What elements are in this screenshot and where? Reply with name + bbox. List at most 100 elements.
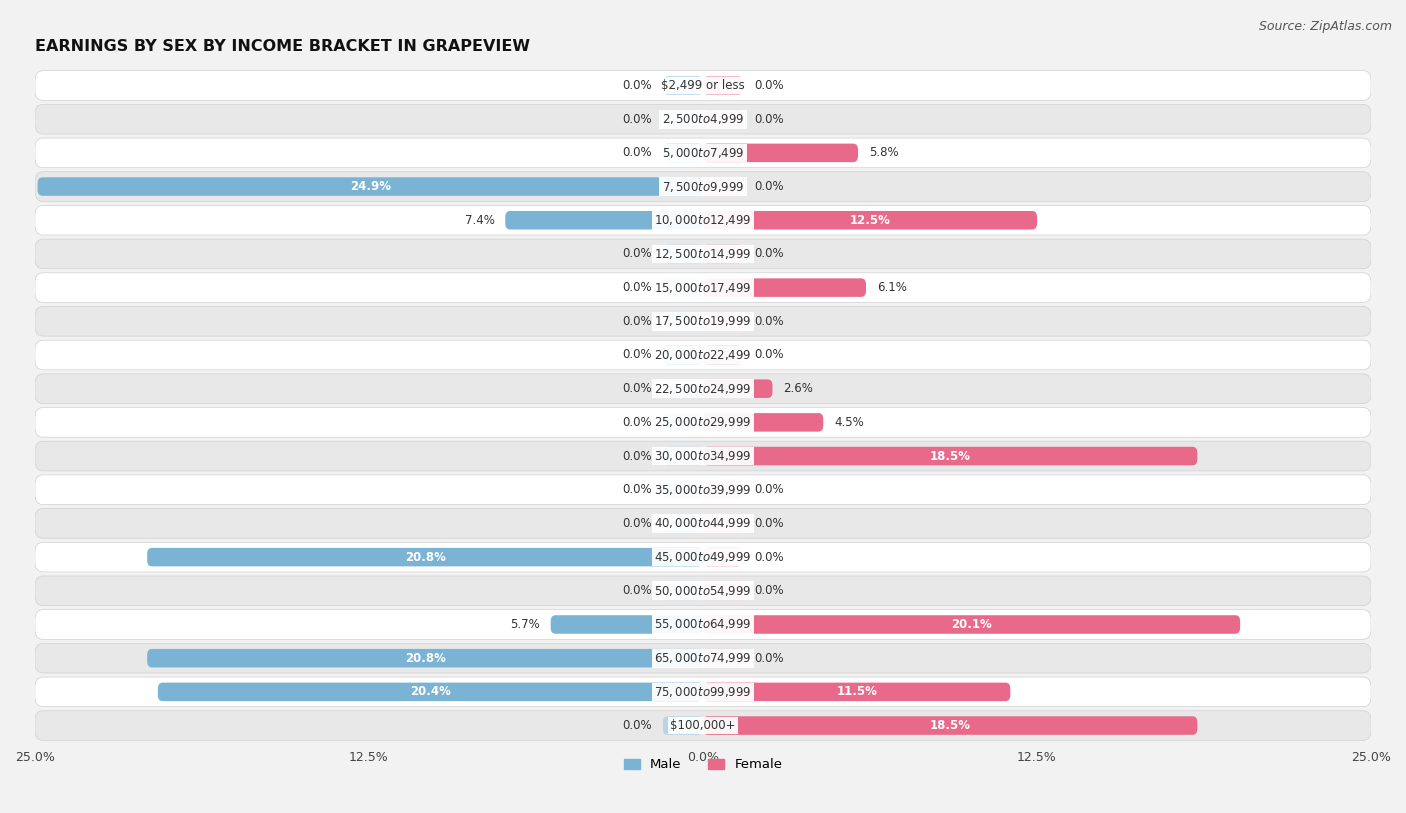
Text: $100,000+: $100,000+ (671, 719, 735, 732)
FancyBboxPatch shape (35, 407, 1371, 437)
FancyBboxPatch shape (703, 346, 744, 364)
FancyBboxPatch shape (662, 245, 703, 263)
Text: 0.0%: 0.0% (623, 416, 652, 429)
Text: $12,500 to $14,999: $12,500 to $14,999 (654, 247, 752, 261)
Text: 0.0%: 0.0% (623, 349, 652, 362)
FancyBboxPatch shape (35, 273, 1371, 302)
Text: 11.5%: 11.5% (837, 685, 877, 698)
FancyBboxPatch shape (35, 441, 1371, 471)
Text: 18.5%: 18.5% (929, 450, 970, 463)
FancyBboxPatch shape (703, 278, 866, 297)
FancyBboxPatch shape (703, 514, 744, 533)
Text: 2.6%: 2.6% (783, 382, 813, 395)
Text: $50,000 to $54,999: $50,000 to $54,999 (654, 584, 752, 598)
FancyBboxPatch shape (703, 649, 744, 667)
FancyBboxPatch shape (35, 104, 1371, 134)
Text: 0.0%: 0.0% (623, 113, 652, 126)
Text: $7,500 to $9,999: $7,500 to $9,999 (662, 180, 744, 193)
FancyBboxPatch shape (35, 206, 1371, 235)
Text: $2,499 or less: $2,499 or less (661, 79, 745, 92)
Text: 0.0%: 0.0% (623, 517, 652, 530)
Text: $55,000 to $64,999: $55,000 to $64,999 (654, 618, 752, 632)
Text: 0.0%: 0.0% (754, 652, 783, 665)
FancyBboxPatch shape (148, 649, 703, 667)
Text: 4.5%: 4.5% (834, 416, 863, 429)
Text: EARNINGS BY SEX BY INCOME BRACKET IN GRAPEVIEW: EARNINGS BY SEX BY INCOME BRACKET IN GRA… (35, 39, 530, 54)
Text: 20.4%: 20.4% (411, 685, 451, 698)
FancyBboxPatch shape (703, 312, 744, 331)
Text: 0.0%: 0.0% (623, 79, 652, 92)
FancyBboxPatch shape (35, 475, 1371, 505)
FancyBboxPatch shape (505, 211, 703, 229)
FancyBboxPatch shape (35, 542, 1371, 572)
FancyBboxPatch shape (703, 245, 744, 263)
Text: 0.0%: 0.0% (623, 585, 652, 598)
FancyBboxPatch shape (703, 447, 1198, 465)
Text: $65,000 to $74,999: $65,000 to $74,999 (654, 651, 752, 665)
Text: 20.1%: 20.1% (952, 618, 993, 631)
Text: $35,000 to $39,999: $35,000 to $39,999 (654, 483, 752, 497)
FancyBboxPatch shape (35, 610, 1371, 639)
Text: $45,000 to $49,999: $45,000 to $49,999 (654, 550, 752, 564)
FancyBboxPatch shape (703, 110, 744, 128)
FancyBboxPatch shape (703, 177, 744, 196)
Text: 0.0%: 0.0% (754, 349, 783, 362)
Text: 24.9%: 24.9% (350, 180, 391, 193)
Text: 0.0%: 0.0% (754, 180, 783, 193)
FancyBboxPatch shape (38, 177, 703, 196)
Text: 20.8%: 20.8% (405, 550, 446, 563)
Text: $75,000 to $99,999: $75,000 to $99,999 (654, 685, 752, 699)
FancyBboxPatch shape (703, 144, 858, 162)
FancyBboxPatch shape (662, 110, 703, 128)
Text: 12.5%: 12.5% (849, 214, 890, 227)
FancyBboxPatch shape (703, 76, 744, 95)
FancyBboxPatch shape (35, 643, 1371, 673)
Text: 0.0%: 0.0% (754, 550, 783, 563)
FancyBboxPatch shape (662, 447, 703, 465)
Text: 0.0%: 0.0% (623, 146, 652, 159)
FancyBboxPatch shape (35, 509, 1371, 538)
FancyBboxPatch shape (35, 307, 1371, 336)
FancyBboxPatch shape (662, 76, 703, 95)
Text: $22,500 to $24,999: $22,500 to $24,999 (654, 381, 752, 396)
FancyBboxPatch shape (35, 374, 1371, 403)
Text: 20.8%: 20.8% (405, 652, 446, 665)
Text: $10,000 to $12,499: $10,000 to $12,499 (654, 213, 752, 228)
Text: 5.8%: 5.8% (869, 146, 898, 159)
Text: 0.0%: 0.0% (754, 585, 783, 598)
Text: $2,500 to $4,999: $2,500 to $4,999 (662, 112, 744, 126)
FancyBboxPatch shape (662, 716, 703, 735)
FancyBboxPatch shape (35, 711, 1371, 741)
Text: Source: ZipAtlas.com: Source: ZipAtlas.com (1258, 20, 1392, 33)
FancyBboxPatch shape (662, 380, 703, 398)
Text: $15,000 to $17,499: $15,000 to $17,499 (654, 280, 752, 294)
FancyBboxPatch shape (703, 615, 1240, 634)
Text: 5.7%: 5.7% (510, 618, 540, 631)
FancyBboxPatch shape (148, 548, 703, 567)
FancyBboxPatch shape (35, 172, 1371, 202)
Text: 0.0%: 0.0% (623, 382, 652, 395)
Text: 0.0%: 0.0% (754, 247, 783, 260)
FancyBboxPatch shape (703, 716, 1198, 735)
Legend: Male, Female: Male, Female (619, 753, 787, 776)
FancyBboxPatch shape (662, 581, 703, 600)
Text: $30,000 to $34,999: $30,000 to $34,999 (654, 449, 752, 463)
Text: $40,000 to $44,999: $40,000 to $44,999 (654, 516, 752, 530)
FancyBboxPatch shape (662, 413, 703, 432)
FancyBboxPatch shape (662, 312, 703, 331)
Text: 0.0%: 0.0% (623, 247, 652, 260)
Text: 0.0%: 0.0% (623, 281, 652, 294)
FancyBboxPatch shape (35, 138, 1371, 167)
FancyBboxPatch shape (662, 346, 703, 364)
FancyBboxPatch shape (662, 514, 703, 533)
Text: 0.0%: 0.0% (623, 483, 652, 496)
FancyBboxPatch shape (157, 683, 703, 701)
Text: 0.0%: 0.0% (623, 450, 652, 463)
FancyBboxPatch shape (662, 480, 703, 499)
FancyBboxPatch shape (703, 380, 772, 398)
FancyBboxPatch shape (35, 677, 1371, 706)
Text: $20,000 to $22,499: $20,000 to $22,499 (654, 348, 752, 362)
Text: 0.0%: 0.0% (754, 113, 783, 126)
FancyBboxPatch shape (551, 615, 703, 634)
FancyBboxPatch shape (35, 239, 1371, 269)
